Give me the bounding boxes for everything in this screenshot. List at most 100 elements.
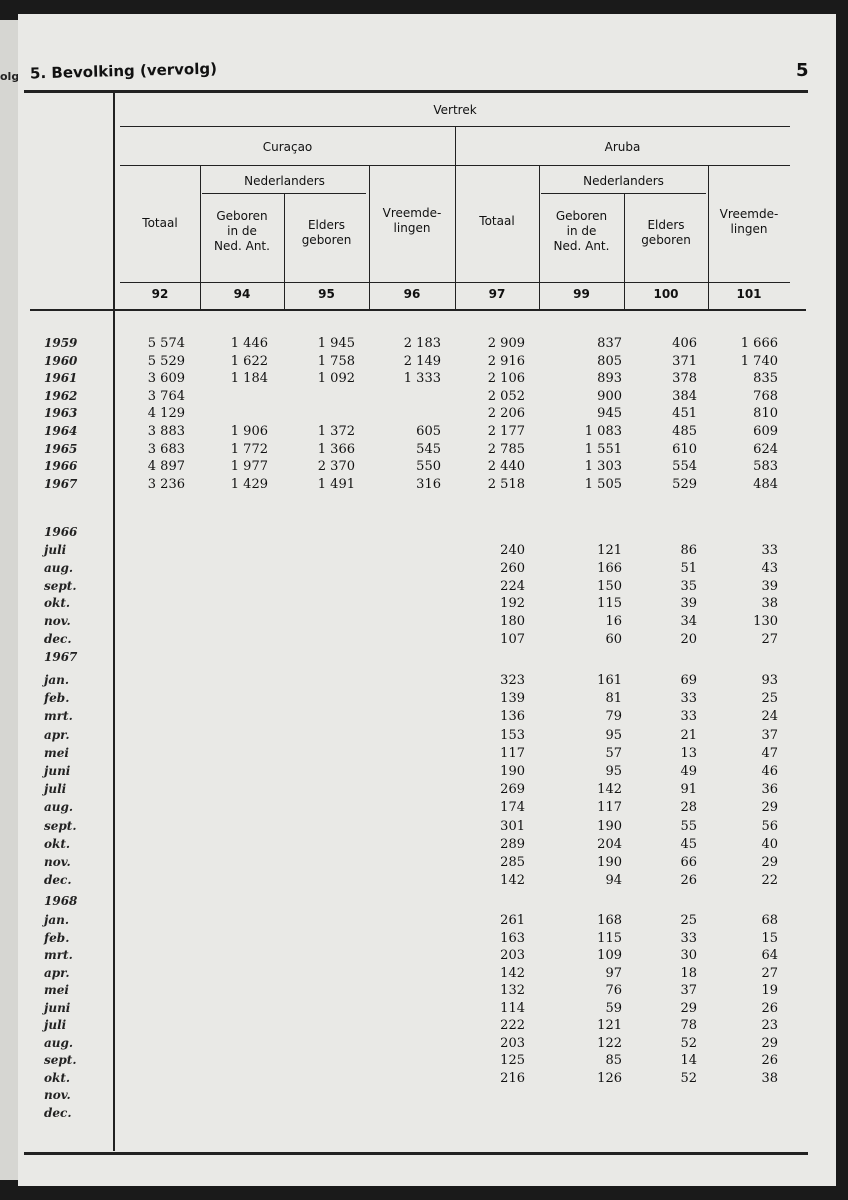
table-cell: 2 370 [317, 459, 355, 475]
page-number: 5 [796, 60, 809, 81]
table-cell: 289 [500, 836, 525, 852]
table-cell: 554 [672, 459, 697, 475]
table-cell: 79 [605, 709, 622, 725]
table-cell: 14 [680, 1053, 697, 1068]
table-cell: 835 [753, 371, 778, 387]
table-cell: 161 [597, 673, 622, 688]
table-cell: 142 [500, 965, 525, 981]
table-cell: 2 052 [487, 388, 525, 404]
table-cell: 136 [500, 709, 525, 725]
table-cell: 2 183 [403, 336, 441, 351]
column-divider [284, 193, 285, 309]
row-label: jan. [44, 673, 70, 687]
table-cell: 68 [761, 913, 778, 928]
table-cell: 269 [500, 782, 525, 798]
subgroup-header: Nederlanders [244, 174, 325, 188]
row-label: apr. [44, 965, 70, 980]
table-cell: 81 [605, 691, 622, 707]
column-divider [455, 127, 456, 309]
table-cell: 837 [597, 336, 622, 351]
table-cell: 1 505 [584, 476, 622, 492]
row-label: 1962 [44, 388, 78, 403]
table-cell: 1 772 [230, 441, 268, 457]
table-cell: 132 [500, 983, 525, 998]
table-cell: 810 [753, 406, 778, 422]
table-cell: 1 366 [317, 441, 355, 457]
table-cell: 26 [761, 1000, 778, 1016]
column-number: 99 [573, 287, 590, 301]
table-cell: 43 [761, 560, 778, 576]
table-cell: 35 [680, 578, 697, 594]
table-cell: 384 [672, 388, 697, 404]
super-header: Vertrek [433, 103, 477, 117]
header-bottom-rule [30, 309, 806, 311]
table-cell: 174 [500, 800, 525, 816]
row-label: aug. [44, 560, 74, 575]
row-label: feb. [44, 930, 70, 945]
table-cell: 59 [605, 1000, 622, 1016]
top-rule [24, 90, 808, 93]
table-cell: 29 [761, 855, 778, 870]
table-cell: 85 [605, 1053, 622, 1068]
table-cell: 190 [500, 764, 525, 779]
table-cell: 142 [500, 873, 525, 889]
table-cell: 66 [680, 855, 697, 870]
row-label: 1966 [44, 459, 78, 474]
row-label: 1965 [44, 441, 78, 456]
column-number: 100 [653, 287, 679, 301]
table-cell: 121 [597, 543, 622, 558]
table-cell: 301 [500, 818, 525, 834]
column-number: 92 [151, 287, 169, 301]
table-cell: 33 [680, 709, 697, 725]
table-cell: 2 206 [487, 406, 525, 422]
table-cell: 1 184 [230, 371, 268, 387]
bottom-rule [24, 1152, 808, 1155]
table-cell: 240 [500, 543, 525, 558]
table-cell: 2 149 [403, 353, 441, 369]
table-cell: 1 666 [740, 336, 778, 351]
table-cell: 203 [500, 948, 525, 963]
table-cell: 1 303 [584, 459, 622, 475]
table-cell: 69 [680, 673, 697, 688]
row-label: jan. [44, 913, 70, 927]
table-cell: 1 491 [317, 476, 355, 492]
row-label: sept. [44, 578, 77, 593]
row-label: dec. [44, 632, 72, 646]
table-cell: 371 [672, 353, 697, 369]
row-label: mrt. [44, 948, 73, 962]
table-cell: 168 [597, 913, 622, 928]
column-number: 94 [233, 287, 251, 301]
row-label: 1963 [44, 406, 78, 421]
row-label: aug. [44, 1035, 74, 1050]
table-cell: 583 [753, 459, 778, 475]
row-label: 1964 [44, 424, 78, 438]
column-divider [624, 193, 625, 309]
table-cell: 86 [680, 543, 697, 558]
table-cell: 190 [597, 818, 622, 834]
col-header-vreemdelingen: Vreemde-lingen [719, 207, 779, 236]
table-cell: 117 [500, 745, 525, 761]
table-cell: 2 518 [487, 476, 525, 492]
table-cell: 33 [680, 691, 697, 707]
table-cell: 57 [605, 745, 622, 761]
table-cell: 1 446 [230, 336, 268, 351]
table-cell: 39 [761, 578, 778, 594]
table-cell: 1 083 [584, 424, 622, 439]
table-cell: 406 [672, 336, 697, 351]
col-header-elders: Elders geboren [301, 218, 352, 247]
table-cell: 18 [680, 965, 697, 981]
table-cell: 1 372 [317, 424, 355, 439]
column-number: 95 [318, 287, 335, 301]
table-cell: 4 129 [147, 406, 185, 422]
table-cell: 2 177 [487, 424, 525, 439]
row-label: mei [44, 745, 69, 760]
row-label: juni [44, 764, 71, 778]
table-cell: 1 740 [740, 353, 778, 369]
row-label: 1966 [44, 525, 78, 539]
table-cell: 46 [761, 764, 778, 779]
row-label: apr. [44, 727, 70, 742]
row-label: 1967 [44, 650, 78, 664]
table-cell: 38 [761, 596, 778, 612]
table-cell: 1 429 [230, 476, 268, 492]
row-label: 1960 [44, 353, 78, 368]
